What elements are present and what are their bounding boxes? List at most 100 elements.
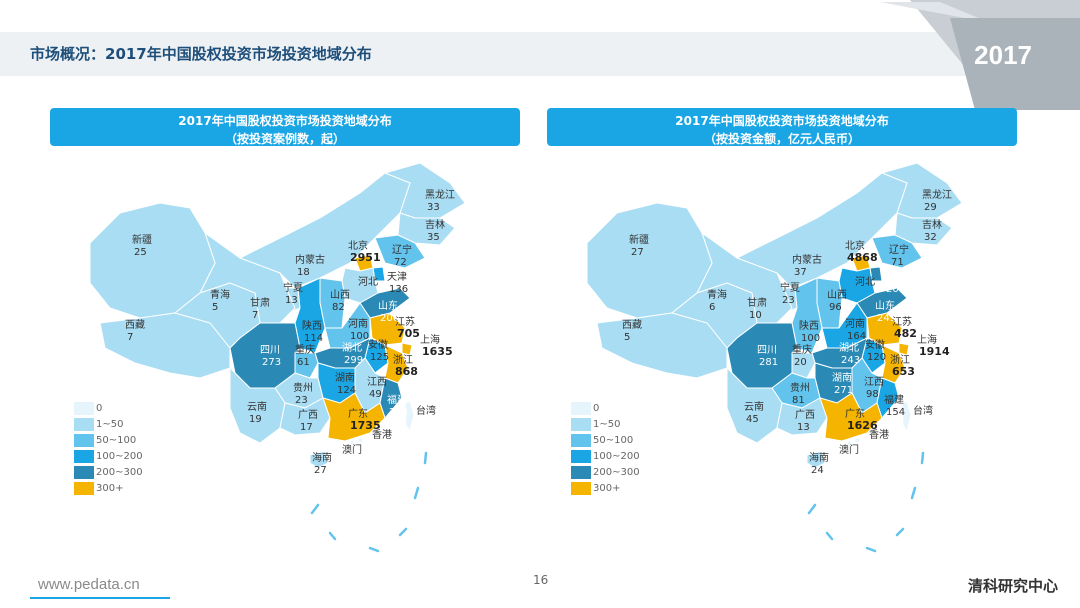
region-value-label: 249 <box>877 313 896 324</box>
region-value-label: 29 <box>924 202 937 213</box>
region-value-label: 98 <box>866 389 879 400</box>
province-辽宁 <box>374 234 426 269</box>
region-name-label: 福建 <box>884 393 904 406</box>
region-value-label: 13 <box>797 422 810 433</box>
legend-item: 0 <box>571 400 640 416</box>
region-value-label: 6 <box>709 302 715 313</box>
region-value-label: 23 <box>295 395 308 406</box>
legend-label: 1~50 <box>593 418 621 430</box>
map-title: 2017年中国股权投资市场投资地域分布 <box>675 114 889 128</box>
legend-item: 1~50 <box>571 416 640 432</box>
region-name-label: 澳门 <box>342 443 362 456</box>
region-value-label: 164 <box>847 331 866 342</box>
region-value-label: 27 <box>314 465 327 476</box>
province-广东 <box>322 392 386 442</box>
region-name-label: 广西 <box>795 409 815 421</box>
region-value-label: 273 <box>262 357 281 368</box>
region-value-label: 5 <box>212 302 218 313</box>
region-name-label: 西藏 <box>622 319 642 331</box>
region-name-label: 新疆 <box>629 233 649 246</box>
legend-swatch <box>74 481 94 495</box>
legend-item: 100~200 <box>74 448 143 464</box>
island-marker <box>865 546 877 553</box>
region-value-label: 18 <box>297 267 310 278</box>
region-name-label: 北京 <box>845 239 865 252</box>
map-title: 2017年中国股权投资市场投资地域分布 <box>178 114 392 128</box>
region-value-label: 100 <box>801 333 820 344</box>
region-value-label: 201 <box>886 284 905 295</box>
province-台湾 <box>404 400 415 433</box>
region-name-label: 黑龙江 <box>425 188 455 201</box>
legend-swatch <box>74 433 94 447</box>
region-name-label: 甘肃 <box>747 296 767 309</box>
region-value-label: 49 <box>369 389 382 400</box>
legend-swatch <box>74 449 94 463</box>
region-name-label: 澳门 <box>839 443 859 456</box>
region-value-label: 114 <box>304 333 323 344</box>
region-name-label: 四川 <box>260 345 280 356</box>
region-value-label: 125 <box>370 352 389 363</box>
region-name-label: 安徽 <box>368 338 388 351</box>
province-澳门 <box>846 440 852 446</box>
province-台湾 <box>901 400 912 433</box>
legend-item: 1~50 <box>74 416 143 432</box>
region-name-label: 陕西 <box>799 319 819 332</box>
legend-item: 200~300 <box>571 464 640 480</box>
region-name-label: 海南 <box>809 451 829 464</box>
region-name-label: 福建 <box>387 393 407 406</box>
legend-item: 200~300 <box>74 464 143 480</box>
region-value-label: 243 <box>841 355 860 366</box>
region-value-label: 10 <box>749 310 762 321</box>
region-name-label: 云南 <box>247 400 267 413</box>
region-name-label: 山东 <box>378 299 398 312</box>
region-value-label: 1626 <box>847 419 878 432</box>
region-name-label: 山西 <box>827 289 847 301</box>
region-name-label: 青海 <box>210 288 230 301</box>
region-value-label: 100 <box>350 331 369 342</box>
region-value-label: 154 <box>886 407 905 418</box>
island-marker <box>413 486 420 500</box>
legend-label: 200~300 <box>593 466 640 478</box>
region-value-label: 136 <box>389 284 408 295</box>
region-name-label: 内蒙古 <box>792 253 822 266</box>
island-marker <box>895 527 905 537</box>
region-value-label: 20 <box>794 357 807 368</box>
legend-swatch <box>571 449 591 463</box>
region-name-label: 河南 <box>348 317 368 330</box>
region-value-label: 7 <box>127 332 133 343</box>
region-name-label: 青海 <box>707 288 727 301</box>
region-name-label: 贵州 <box>293 381 313 394</box>
region-value-label: 71 <box>891 257 904 268</box>
region-value-label: 299 <box>344 355 363 366</box>
year-badge: 2017 <box>974 40 1032 70</box>
legend-label: 0 <box>593 402 600 414</box>
region-name-label: 浙江 <box>393 354 413 366</box>
legend-item: 50~100 <box>74 432 143 448</box>
region-value-label: 32 <box>924 232 937 243</box>
region-value-label: 2951 <box>350 251 381 264</box>
region-name-label: 江西 <box>367 376 387 388</box>
island-marker <box>825 531 834 541</box>
map-title-box: 2017年中国股权投资市场投资地域分布 （按投资案例数，起） <box>50 108 520 146</box>
region-value-label: 7 <box>252 310 258 321</box>
region-name-label: 香港 <box>869 429 889 441</box>
province-辽宁 <box>871 234 923 269</box>
island-marker <box>423 451 428 465</box>
region-name-label: 上海 <box>420 333 440 346</box>
legend-label: 1~50 <box>96 418 124 430</box>
region-name-label: 天津 <box>387 271 407 283</box>
legend-label: 200~300 <box>96 466 143 478</box>
footer-url[interactable]: www.pedata.cn <box>38 576 140 593</box>
region-name-label: 广西 <box>298 409 318 421</box>
region-name-label: 河南 <box>845 317 865 330</box>
region-name-label: 吉林 <box>922 218 942 231</box>
region-value-label: 24 <box>811 465 824 476</box>
region-name-label: 山东 <box>875 299 895 312</box>
region-value-label: 23 <box>782 295 795 306</box>
region-name-label: 湖北 <box>839 342 859 354</box>
region-value-label: 17 <box>300 422 313 433</box>
legend-swatch <box>571 401 591 415</box>
footer-divider <box>30 597 170 599</box>
province-新疆 <box>89 202 216 319</box>
